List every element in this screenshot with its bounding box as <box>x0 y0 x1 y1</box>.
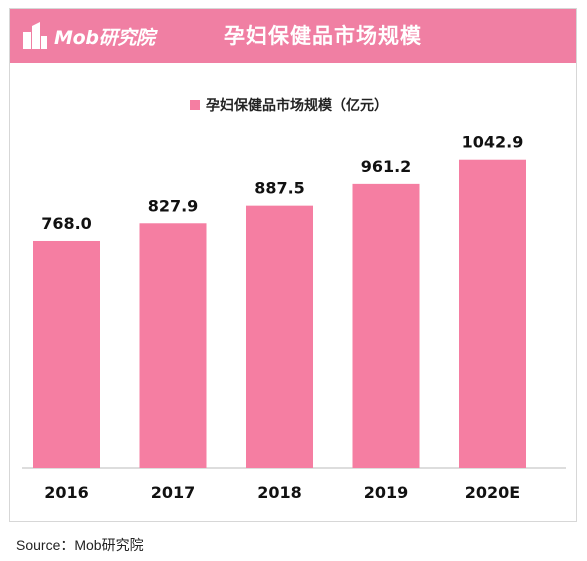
value-label-2017: 827.9 <box>148 196 199 215</box>
category-label-2018: 2018 <box>257 483 302 502</box>
value-label-2016: 768.0 <box>41 214 92 233</box>
bar-2018 <box>246 205 313 468</box>
value-label-2019: 961.2 <box>361 157 412 176</box>
chart-legend: 孕妇保健品市场规模（亿元） <box>190 95 388 115</box>
category-label-2020E: 2020E <box>465 483 520 502</box>
value-label-2018: 887.5 <box>254 179 305 198</box>
category-label-2017: 2017 <box>151 483 196 502</box>
building-logo-icon <box>23 22 47 49</box>
source-note: Source：Mob研究院 <box>16 537 144 553</box>
category-label-2019: 2019 <box>364 483 409 502</box>
bar-2020E <box>459 159 526 469</box>
header-banner: Mob研究院 孕妇保健品市场规模 <box>10 9 576 63</box>
bar-2017 <box>139 223 207 468</box>
bar-2019 <box>352 183 420 469</box>
legend-swatch <box>190 100 200 110</box>
bar-2016 <box>33 240 100 468</box>
value-label-2020E: 1042.9 <box>462 133 524 152</box>
category-label-2016: 2016 <box>44 483 89 502</box>
legend-label: 孕妇保健品市场规模（亿元） <box>206 98 388 114</box>
brand-name: Mob研究院 <box>54 26 155 49</box>
brand-logo: Mob研究院 <box>22 19 155 53</box>
page-title: 孕妇保健品市场规模 <box>224 24 422 48</box>
